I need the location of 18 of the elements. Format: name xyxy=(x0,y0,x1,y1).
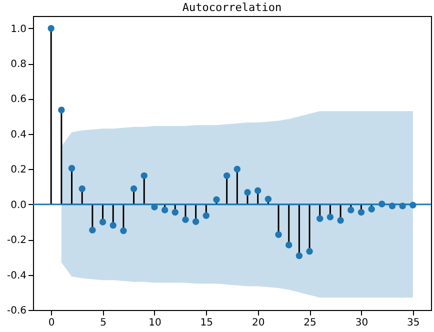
y-tick-label: 0.2 xyxy=(10,164,26,176)
x-tick-label: 15 xyxy=(200,318,214,328)
x-tick-label: 0 xyxy=(48,318,55,328)
y-tick-label: 0.0 xyxy=(10,200,26,211)
y-tick-label: 0.8 xyxy=(10,59,26,70)
y-tick-label: 0.6 xyxy=(10,94,26,106)
y-tick-label: -0.2 xyxy=(6,235,26,246)
x-tick-label: 5 xyxy=(100,318,106,328)
y-tick-label: -0.4 xyxy=(6,270,26,282)
y-tick-label: 1.0 xyxy=(10,24,26,35)
y-tick-label: -0.6 xyxy=(6,306,26,316)
y-tick-label: 0.4 xyxy=(10,129,26,140)
x-tick-label: 20 xyxy=(252,318,265,328)
x-tick-label: 10 xyxy=(148,318,162,328)
x-tick-label: 35 xyxy=(407,318,420,328)
x-tick-label: 30 xyxy=(355,318,368,328)
x-tick-label: 25 xyxy=(304,318,316,328)
chart-title: Autocorrelation xyxy=(182,1,282,14)
